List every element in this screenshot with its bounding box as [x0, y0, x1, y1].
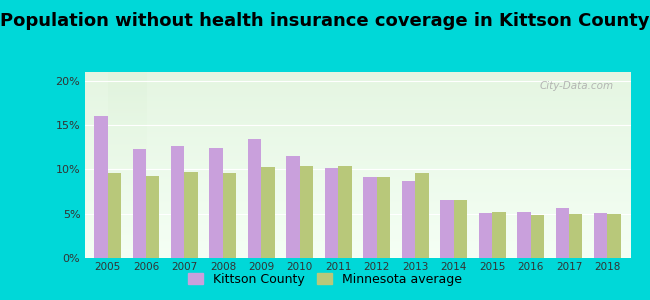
- Bar: [338, 166, 352, 258]
- Bar: [569, 214, 582, 258]
- Text: City-Data.com: City-Data.com: [540, 81, 614, 91]
- Bar: [248, 139, 261, 258]
- Bar: [300, 166, 313, 258]
- Bar: [440, 200, 454, 258]
- Bar: [363, 176, 377, 258]
- Text: Population without health insurance coverage in Kittson County: Population without health insurance cove…: [0, 12, 650, 30]
- Bar: [377, 177, 390, 258]
- Bar: [440, 200, 454, 258]
- Bar: [261, 167, 275, 258]
- Bar: [517, 212, 530, 258]
- Bar: [608, 214, 621, 258]
- Bar: [107, 173, 121, 258]
- Bar: [325, 168, 338, 258]
- Bar: [171, 146, 185, 258]
- Bar: [608, 214, 621, 258]
- Bar: [325, 168, 338, 258]
- Bar: [478, 213, 492, 258]
- Bar: [594, 213, 608, 258]
- Bar: [94, 116, 107, 258]
- Bar: [146, 176, 159, 258]
- Bar: [185, 172, 198, 258]
- Bar: [300, 166, 313, 258]
- Bar: [133, 149, 146, 258]
- Bar: [287, 156, 300, 258]
- Bar: [94, 116, 107, 258]
- Bar: [454, 200, 467, 258]
- Bar: [556, 208, 569, 258]
- Bar: [363, 176, 377, 258]
- Bar: [569, 214, 582, 258]
- Bar: [209, 148, 223, 258]
- Bar: [248, 139, 261, 258]
- Bar: [402, 181, 415, 258]
- Bar: [338, 166, 352, 258]
- Bar: [377, 177, 390, 258]
- Bar: [209, 148, 223, 258]
- Bar: [261, 167, 275, 258]
- Bar: [454, 200, 467, 258]
- Bar: [185, 172, 198, 258]
- Legend: Kittson County, Minnesota average: Kittson County, Minnesota average: [183, 268, 467, 291]
- Bar: [107, 173, 121, 258]
- Bar: [530, 215, 544, 258]
- Bar: [594, 213, 608, 258]
- Bar: [171, 146, 185, 258]
- Bar: [287, 156, 300, 258]
- Bar: [478, 213, 492, 258]
- Bar: [223, 173, 237, 258]
- Bar: [517, 212, 530, 258]
- Bar: [223, 173, 237, 258]
- Bar: [415, 173, 428, 258]
- Bar: [415, 173, 428, 258]
- Bar: [492, 212, 506, 258]
- Bar: [402, 181, 415, 258]
- Bar: [530, 215, 544, 258]
- Bar: [146, 176, 159, 258]
- Bar: [556, 208, 569, 258]
- Bar: [133, 149, 146, 258]
- Bar: [492, 212, 506, 258]
